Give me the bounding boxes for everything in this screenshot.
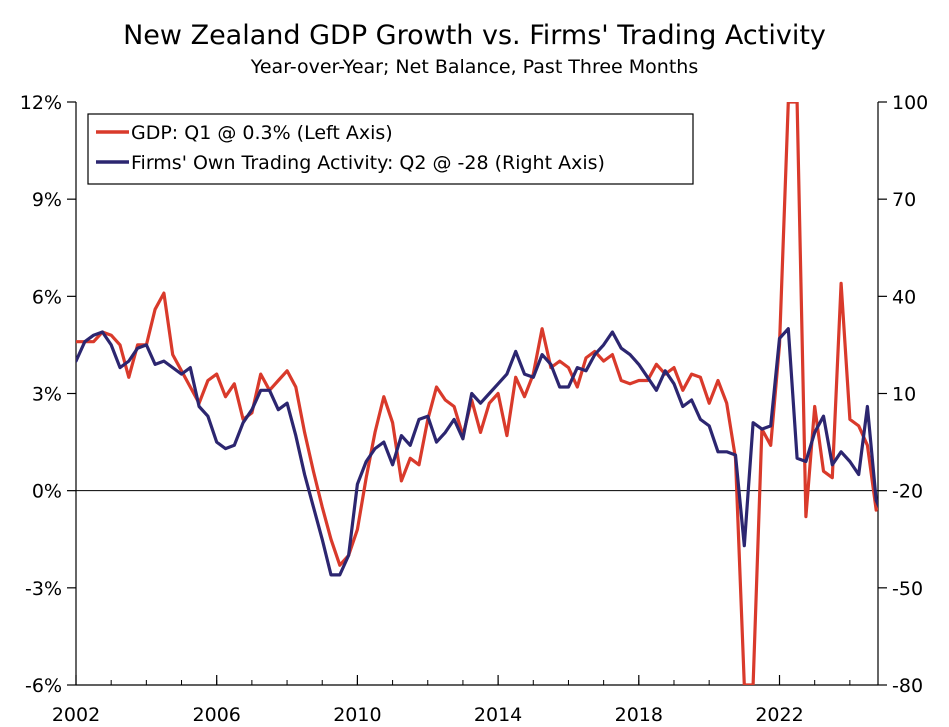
y-left-tick-label: 0% — [32, 481, 62, 503]
y-right-tick-label: 100 — [892, 92, 928, 114]
y-right-tick-label: -20 — [892, 481, 923, 503]
ticks-layer: 12% 9% 6% 3% 0% -3% -6% 100 70 40 10 -20 -50 -80 2002 2… — [20, 92, 929, 726]
legend-label-gdp: GDP: Q1 @ 0.3% (Left Axis) — [131, 122, 393, 144]
y-left-tick-label: 3% — [32, 384, 62, 406]
legend-label-trading-activity: Firms' Own Trading Activity: Q2 @ -28 (R… — [131, 152, 605, 174]
x-tick-label: 2022 — [755, 704, 803, 726]
x-tick-label: 2014 — [474, 704, 522, 726]
legend: GDP: Q1 @ 0.3% (Left Axis) Firms' Own Tr… — [87, 113, 694, 185]
x-tick-label: 2018 — [615, 704, 663, 726]
y-right-tick-label: -80 — [892, 675, 923, 697]
chart-subtitle: Year-over-Year; Net Balance, Past Three … — [250, 56, 699, 78]
x-tick-label: 2010 — [333, 704, 381, 726]
lines-layer — [76, 102, 878, 685]
series-line-trading-activity — [76, 327, 878, 577]
y-left-tick-label: 12% — [20, 92, 62, 114]
y-right-tick-label: -50 — [892, 578, 923, 600]
y-left-tick-label: 6% — [32, 286, 62, 308]
x-tick-label: 2006 — [193, 704, 241, 726]
y-left-tick-label: 9% — [32, 189, 62, 211]
series-line-gdp — [76, 102, 878, 685]
legend-box — [87, 113, 694, 185]
y-left-tick-label: -6% — [25, 675, 62, 697]
chart-title: New Zealand GDP Growth vs. Firms' Tradin… — [123, 20, 826, 51]
y-right-tick-label: 70 — [892, 189, 916, 211]
y-right-tick-label: 40 — [892, 286, 916, 308]
x-tick-label: 2002 — [52, 704, 100, 726]
y-right-tick-label: 10 — [892, 384, 916, 406]
y-left-tick-label: -3% — [25, 578, 62, 600]
